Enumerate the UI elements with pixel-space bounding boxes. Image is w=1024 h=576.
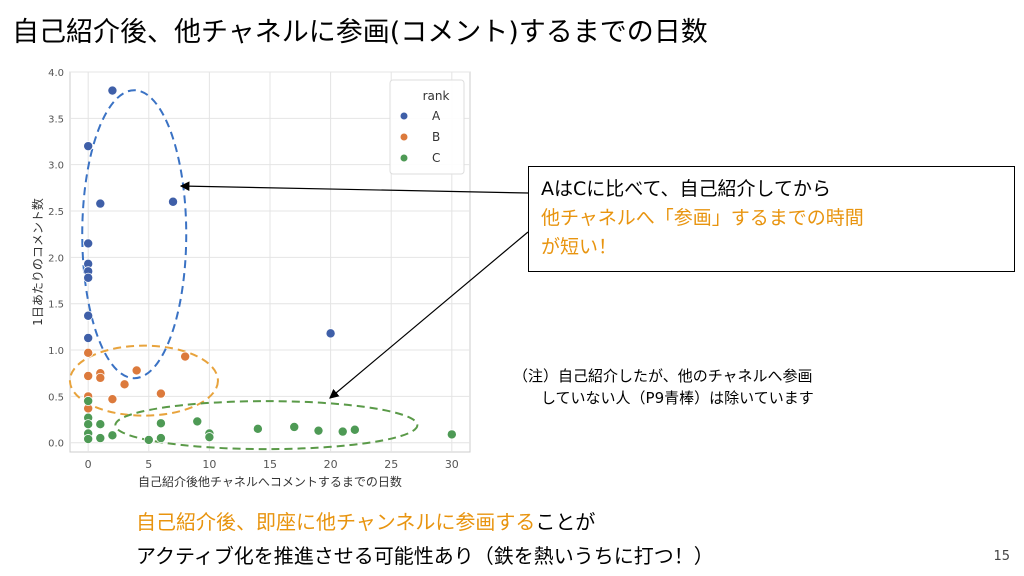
legend-marker-c	[400, 154, 408, 162]
data-point-c	[83, 434, 94, 445]
slide-title: 自己紹介後、他チャネルに参画(コメント)するまでの日数	[12, 17, 708, 48]
data-point-b	[119, 379, 130, 390]
legend-box	[389, 79, 465, 175]
y-tick-label: 2.5	[48, 207, 64, 218]
x-axis-label: 自己紹介後他チャネルへコメントするまでの日数	[138, 474, 402, 489]
data-point-a	[83, 272, 94, 283]
legend-marker-a	[400, 112, 408, 120]
callout-line-3: が短い！	[541, 236, 618, 258]
data-point-b	[95, 372, 106, 383]
data-point-c	[83, 396, 94, 407]
x-tick-label: 20	[324, 458, 338, 471]
conclusion-line-1: 自己紹介後、即座に他チャンネルに参画することが	[136, 505, 714, 539]
data-point-a	[83, 141, 94, 152]
data-point-b	[83, 347, 94, 358]
data-point-c	[252, 423, 263, 434]
data-point-a	[83, 332, 94, 343]
legend-label-c: C	[432, 151, 440, 165]
data-point-b	[83, 370, 94, 381]
data-point-b	[131, 365, 142, 376]
conclusion-line-2: アクティブ化を推進させる可能性あり（鉄を熱いうちに打つ！）	[136, 544, 714, 568]
data-point-b	[155, 388, 166, 399]
x-tick-label: 30	[445, 458, 459, 471]
data-point-c	[289, 421, 300, 432]
y-tick-label: 0.0	[48, 439, 64, 450]
y-axis-label: 1日あたりのコメント数	[30, 198, 45, 326]
callout-line-2: 他チャネルへ「参画」するまでの時間	[541, 207, 864, 229]
data-point-b	[180, 351, 191, 362]
legend-title: rank	[423, 89, 450, 103]
legend-label-b: B	[432, 130, 440, 144]
x-tick-label: 25	[384, 458, 398, 471]
footnote-line-1: （注）自己紹介したが、他のチャネルへ参画	[513, 367, 813, 385]
footnote-line-2: していない人（P9青棒）は除いています	[541, 389, 814, 407]
scatter-chart: 0 5 10 15 20 25 30 0.0 0.5 1.0 1.5 2.0 2.5 3.0 3.5 4.0 自…	[30, 68, 471, 489]
data-point-a	[95, 198, 106, 209]
data-point-c	[192, 416, 203, 427]
data-point-a	[83, 238, 94, 249]
data-point-c	[107, 430, 118, 441]
data-point-c	[95, 433, 106, 444]
x-tick-label: 10	[202, 458, 216, 471]
y-tick-label: 3.5	[48, 114, 64, 125]
data-point-c	[95, 419, 106, 430]
data-point-a	[168, 196, 179, 207]
y-tick-label: 3.0	[48, 161, 64, 172]
legend-marker-b	[400, 133, 408, 141]
y-tick-label: 4.0	[48, 68, 64, 79]
ellipse-group-c	[114, 400, 419, 451]
y-tick-label: 2.0	[48, 253, 64, 264]
data-point-c	[349, 424, 360, 435]
data-point-a	[325, 328, 336, 339]
callout-line-1: AはCに比べて、自己紹介してから	[541, 178, 831, 200]
data-point-c	[155, 433, 166, 444]
conclusion-message: 自己紹介後、即座に他チャンネルに参画することが アクティブ化を推進させる可能性あ…	[136, 505, 714, 573]
x-tick-label: 15	[263, 458, 277, 471]
data-point-c	[143, 434, 154, 445]
x-tick-label: 0	[85, 458, 92, 471]
data-point-c	[155, 418, 166, 429]
data-point-a	[107, 85, 118, 96]
callout-box: AはCに比べて、自己紹介してから 他チャネルへ「参画」するまでの時間 が短い！	[528, 166, 1015, 272]
ellipse-group-b	[68, 344, 219, 417]
footnote: （注）自己紹介したが、他のチャネルへ参画 していない人（P9青棒）は除いています	[513, 365, 814, 409]
ellipse-group-a	[81, 89, 188, 380]
data-point-c	[204, 432, 215, 443]
data-point-c	[337, 426, 348, 437]
page-number: 15	[993, 549, 1010, 564]
data-point-b	[107, 394, 118, 405]
y-tick-label: 0.5	[48, 392, 64, 403]
data-point-c	[446, 429, 457, 440]
y-tick-label: 1.5	[48, 300, 64, 311]
data-point-c	[83, 419, 94, 430]
data-point-a	[83, 310, 94, 321]
conclusion-highlight: 自己紹介後、即座に他チャンネルに参画する	[136, 510, 536, 534]
conclusion-rest: ことが	[535, 510, 596, 534]
x-tick-label: 5	[145, 458, 152, 471]
y-tick-label: 1.0	[48, 346, 64, 357]
data-point-c	[313, 425, 324, 436]
legend-label-a: A	[432, 109, 441, 123]
